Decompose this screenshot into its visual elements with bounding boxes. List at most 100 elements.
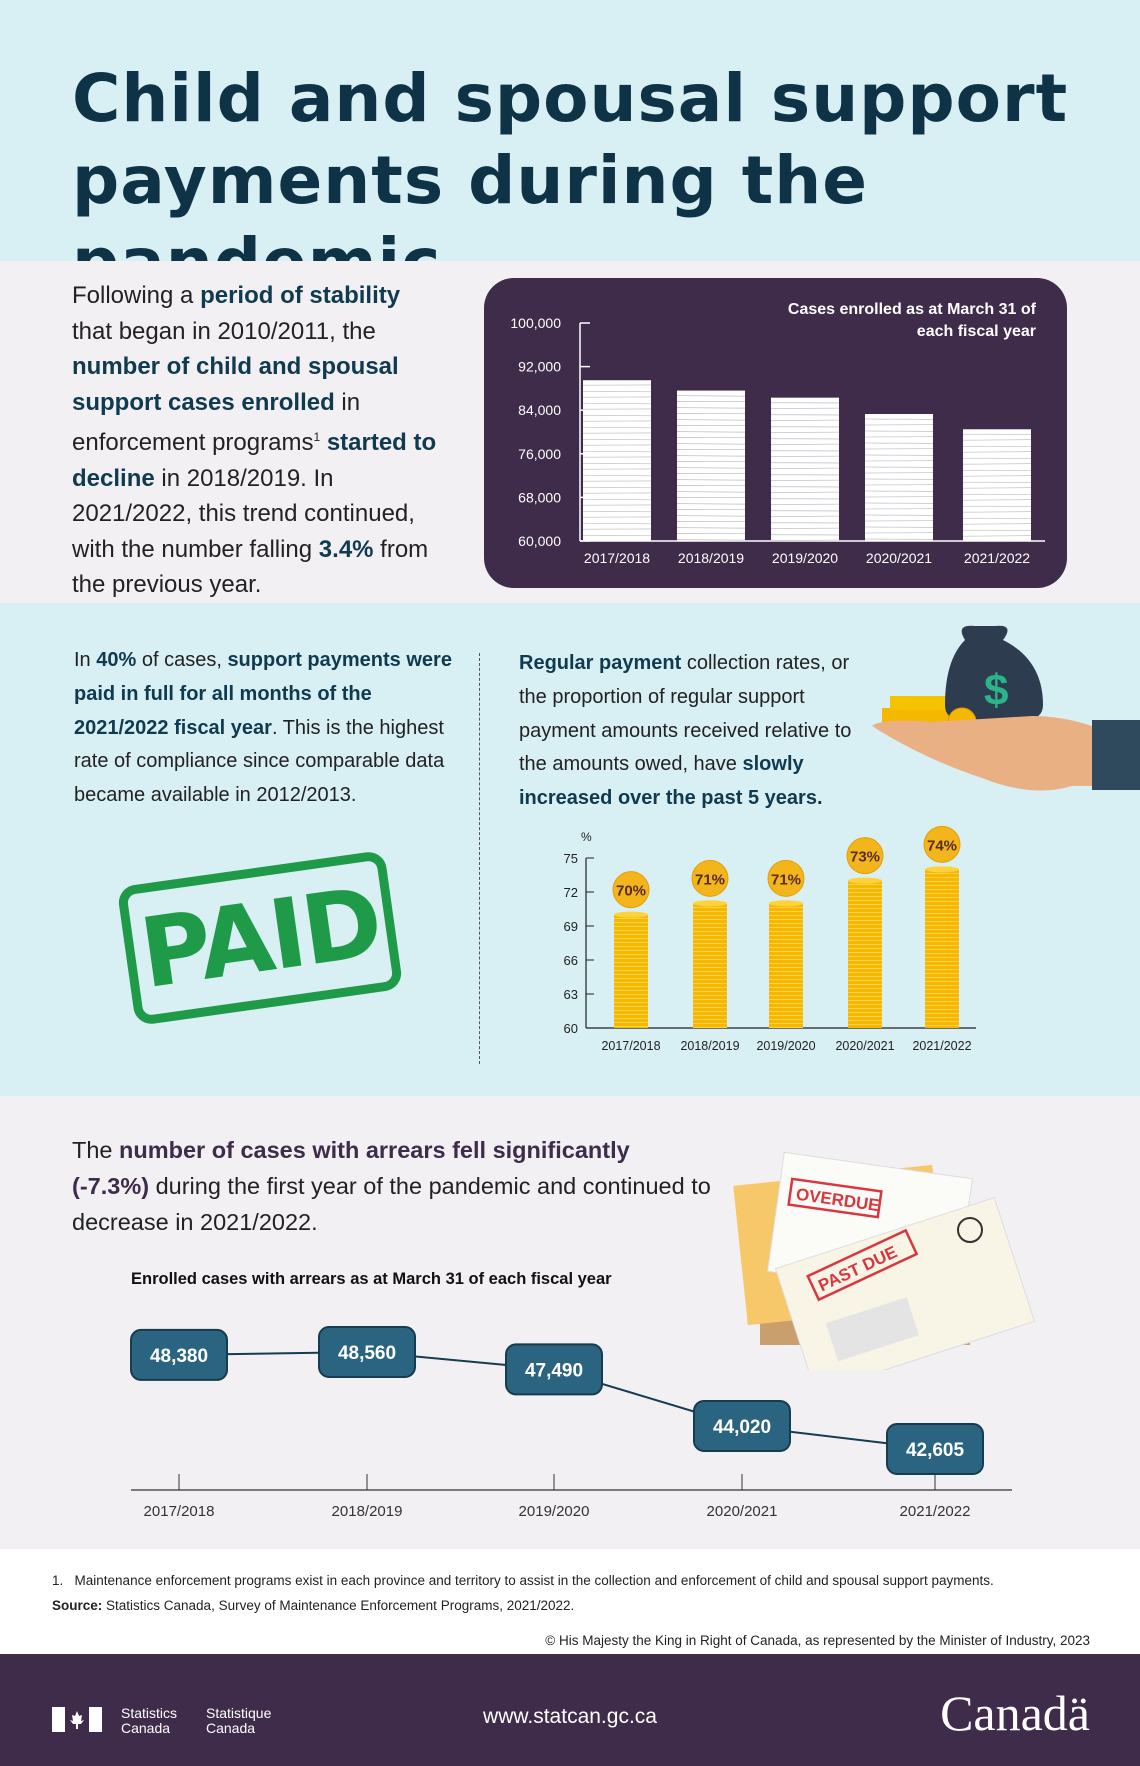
paper-sheet-line [676,455,746,457]
y-tick-label: 68,000 [518,489,561,505]
paper-sheet-line [676,407,746,409]
org-fr-line: Statistique [206,1705,272,1721]
x-tick-label: 2019/2020 [756,1039,815,1053]
chart-title: Cases enrolled as at March 31 of [788,301,1037,318]
y-tick-label: 69 [564,919,578,934]
paper-sheet-line [676,467,746,469]
data-label: 47,490 [525,1360,583,1381]
data-label: 73% [850,849,880,866]
chart-title: each fiscal year [917,323,1036,340]
emphasis-text: 40% [96,649,137,671]
emphasis-text: Regular payment [519,652,682,674]
y-tick-label: 76,000 [518,446,561,462]
overdue-envelopes-icon: OVERDUE PAST DUE [733,1151,1036,1370]
paper-sheet-line [770,407,840,410]
paper-sheet-line [770,467,840,470]
chart-title: Enrolled cases with arrears as at March … [131,1270,612,1288]
paper-sheet-line [770,539,840,542]
paper-sheet-line [676,419,746,421]
collection-rate-paragraph: Regular payment collection rates, or the… [519,647,879,816]
x-tick-label: 2020/2021 [866,550,932,566]
footnote-number: 1. [52,1573,64,1588]
paper-sheet-line [770,455,840,458]
canada-flag-icon [52,1707,102,1732]
y-tick-label: 75 [564,851,578,866]
data-point-box [886,1423,984,1476]
page-title: Child and spousal support payments durin… [72,58,1140,304]
cases-enrolled-chart: 60,000 68,000 76,000 84,000 92,000 100,000 201… [510,301,1045,566]
paper-stack-bar [963,429,1031,541]
x-tick-label: 2021/2022 [900,1503,971,1520]
canada-wordmark: Canadä [940,1685,1090,1741]
paper-sheet-line [770,491,840,494]
y-axis-unit: % [581,830,592,844]
x-tick-label: 2017/2018 [584,550,650,566]
body-text: that began in 2010/2011, the [72,317,376,345]
data-point-box [318,1326,416,1378]
emphasis-text: number of cases with arrears fell signif… [72,1137,630,1199]
x-tick-label: 2017/2018 [601,1039,660,1053]
paper-sheet-line [770,503,840,506]
body-text: Following a [72,282,201,309]
paper-sheet-line [770,515,840,518]
footer: Statistics Canada Statistique Canada www.s… [0,1654,1140,1766]
x-tick-label: 2018/2019 [678,550,744,566]
statcan-website-link[interactable]: www.statcan.gc.ca [483,1705,657,1728]
data-point-box [693,1399,791,1452]
paper-sheet-line [676,431,746,433]
x-tick-label: 2018/2019 [680,1039,739,1053]
data-label: 70% [616,883,646,900]
x-tick-label: 2021/2022 [964,550,1030,566]
emphasis-text: period of stability [200,282,401,309]
paper-sheet-line [962,463,1032,465]
paper-sheet-line [962,499,1032,501]
statcan-name-en: Statistics Canada [121,1706,177,1736]
paper-sheet-line [962,439,1032,441]
data-label: 74% [927,837,957,854]
paper-sheet-line [962,511,1032,513]
y-tick-label: 72 [564,885,578,900]
paper-sheet-line [770,479,840,482]
collection-rate-chart: % 60 63 66 69 72 75 70% 2017/2018 71% 2018/2019 71%… [564,825,976,1053]
emphasis-text: slowly increased over the past 5 years. [519,753,823,810]
data-label-coin [846,837,884,875]
paper-stack-bar [865,414,933,541]
y-tick-label: 84,000 [518,402,561,418]
paper-sheet-line [676,515,746,517]
data-label: 48,560 [338,1343,396,1364]
data-point-box [505,1343,603,1396]
x-tick-label: 2019/2020 [519,1503,590,1520]
emphasis-text: 3.4% [318,535,374,563]
coin-top [925,866,959,873]
x-tick-label: 2018/2019 [332,1503,403,1520]
coin-stack-bar [614,914,648,1028]
body-text: collection rates, or the proportion of r… [519,652,852,776]
emphasis-text: number of child and spousal support case… [72,353,399,416]
data-label: 42,605 [906,1440,965,1461]
paper-sheet-line [676,443,746,445]
paper-sheet-line [770,527,840,530]
emphasis-text: started to decline [72,429,437,492]
source-label: Source: [52,1598,103,1613]
body-text: The [72,1137,120,1163]
data-point-box [130,1328,228,1381]
dashed-divider [479,653,480,1064]
arrears-paragraph: The number of cases with arrears fell si… [72,1132,712,1240]
data-label-coin [612,871,650,909]
coin-top [614,911,648,918]
data-label: 48,380 [150,1346,208,1367]
y-tick-label: 92,000 [518,359,561,375]
paper-sheet-line [770,443,840,446]
body-text: from the previous year. [72,535,429,599]
paper-stack-bar [771,397,839,541]
paid-in-full-paragraph: In 40% of cases, support payments were p… [74,644,454,813]
org-en-line: Statistics [121,1705,178,1721]
source-text: Statistics Canada, Survey of Maintenance… [102,1598,575,1613]
money-bag-hand-icon: $ [872,625,1140,791]
paper-sheet-line [676,395,746,397]
org-fr-line: Canada [206,1720,256,1736]
statcan-name-fr: Statistique Canada [206,1706,271,1736]
emphasis-text: support payments were paid in full for a… [74,649,452,739]
x-tick-label: 2020/2021 [835,1039,894,1053]
paper-sheet-line [676,503,746,505]
